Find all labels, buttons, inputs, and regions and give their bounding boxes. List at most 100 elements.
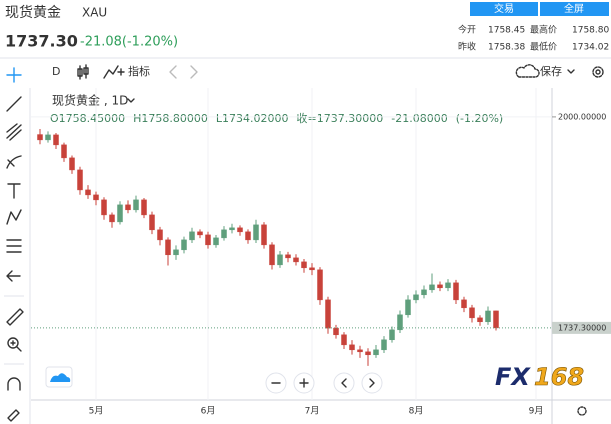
candle-body xyxy=(141,199,147,216)
candle-body xyxy=(205,234,211,246)
candle-body xyxy=(397,314,403,331)
stat-label: 最低价 xyxy=(530,41,557,53)
stat-label: 最高价 xyxy=(530,24,557,36)
candle-body xyxy=(229,227,235,231)
candle-body xyxy=(381,339,387,351)
stat-value: 1758.38 xyxy=(488,43,525,53)
candle-body xyxy=(357,349,363,353)
trade-button[interactable] xyxy=(470,2,538,16)
candle-body xyxy=(373,349,379,356)
left-toolbar[interactable] xyxy=(6,67,24,422)
chart-legend-title: 现货黄金 , 1D xyxy=(52,93,128,108)
interval[interactable]: D xyxy=(52,65,60,78)
save[interactable]: 保存 xyxy=(540,64,562,78)
indicators[interactable]: 指标 xyxy=(128,64,150,78)
ohlc-legend: L1734.02000 xyxy=(216,112,289,125)
candle-body xyxy=(285,254,291,259)
candle-body xyxy=(101,199,107,216)
candle-body xyxy=(413,294,419,301)
last-price-label: 1737.30000 xyxy=(558,323,606,332)
candle-body xyxy=(469,307,475,319)
x-tick-label: 7月 xyxy=(305,406,320,417)
candle-body xyxy=(493,310,499,329)
trade-button-label[interactable]: 交易 xyxy=(494,2,514,15)
candle-body xyxy=(437,284,443,289)
chart-logo xyxy=(50,373,71,382)
candle-body xyxy=(77,169,83,191)
stat-value: 1758.45 xyxy=(488,26,525,36)
legend-menu[interactable] xyxy=(127,98,135,103)
x-tick-label: 5月 xyxy=(89,406,104,417)
watermark-fx: FX xyxy=(495,363,531,391)
stat-value: 1758.80 xyxy=(572,26,609,36)
candle-icon[interactable] xyxy=(77,64,89,80)
x-tick-label: 8月 xyxy=(409,406,424,417)
settings[interactable] xyxy=(592,66,604,78)
candle-body xyxy=(125,204,131,211)
candle-body xyxy=(197,231,203,236)
candle-body xyxy=(53,134,59,146)
candle-body xyxy=(365,351,371,356)
candle-body xyxy=(237,227,243,233)
price: 1737.30 xyxy=(5,32,78,51)
candle-body xyxy=(173,249,179,256)
symbol: XAU xyxy=(82,6,107,20)
candle-body xyxy=(301,261,307,269)
candle-body xyxy=(109,214,115,223)
ohlc-legend: 收=1737.30000 xyxy=(297,111,384,125)
fullscreen-button[interactable] xyxy=(540,2,609,16)
redo[interactable] xyxy=(190,65,198,79)
candle-body xyxy=(93,194,99,201)
candle-body xyxy=(325,299,331,329)
axis-settings[interactable] xyxy=(577,406,587,416)
zoom-controls[interactable] xyxy=(265,372,383,394)
candle-body xyxy=(157,229,163,241)
candle-body xyxy=(461,299,467,309)
settings-center xyxy=(595,69,601,75)
candle-body xyxy=(213,237,219,246)
candle-body xyxy=(429,284,435,291)
candle-body xyxy=(277,254,283,266)
candle-body xyxy=(349,344,355,351)
candle-body xyxy=(317,269,323,301)
ohlc-legend: (-1.20%) xyxy=(456,112,504,125)
ohlc-legend: O1758.45000 xyxy=(50,112,125,125)
candle-body xyxy=(477,317,483,323)
change: -21.08(-1.20%) xyxy=(80,35,178,50)
fullscreen-button-label[interactable]: 全屏 xyxy=(564,2,584,15)
candle-body xyxy=(333,327,339,336)
candle-body xyxy=(341,334,347,346)
candle-body xyxy=(453,282,459,301)
candle-body xyxy=(485,310,491,323)
ohlc-legend: H1758.80000 xyxy=(133,112,208,125)
candle-body xyxy=(309,267,315,271)
candle-body xyxy=(261,224,267,246)
candle-body xyxy=(445,282,451,289)
save-menu[interactable] xyxy=(567,69,575,74)
candle-body xyxy=(69,157,75,171)
candle-body xyxy=(421,289,427,296)
symbol-name: 现货黄金 xyxy=(5,4,61,21)
candle-body xyxy=(165,239,171,256)
candle-body xyxy=(61,144,67,159)
candle-body xyxy=(389,329,395,341)
last-price-box xyxy=(552,321,611,334)
y-tick-label: 2000.00000 xyxy=(558,112,606,121)
cloud-icon[interactable] xyxy=(515,64,540,78)
candle-body xyxy=(221,229,227,239)
candle-body xyxy=(245,231,251,241)
candle-body xyxy=(189,231,195,241)
ohlc-legend: -21.08000 xyxy=(391,112,447,125)
watermark-168: 168 xyxy=(534,363,584,391)
stat-value: 1734.02 xyxy=(572,43,609,53)
candle-body xyxy=(253,224,259,241)
stat-label: 今开 xyxy=(458,24,476,36)
candle-body xyxy=(117,204,123,223)
candle-body xyxy=(269,244,275,266)
indicator-icon[interactable] xyxy=(103,65,125,79)
candle-body xyxy=(37,134,43,141)
undo[interactable] xyxy=(169,65,177,79)
x-tick-label: 6月 xyxy=(201,406,216,417)
candle-body xyxy=(149,214,155,231)
